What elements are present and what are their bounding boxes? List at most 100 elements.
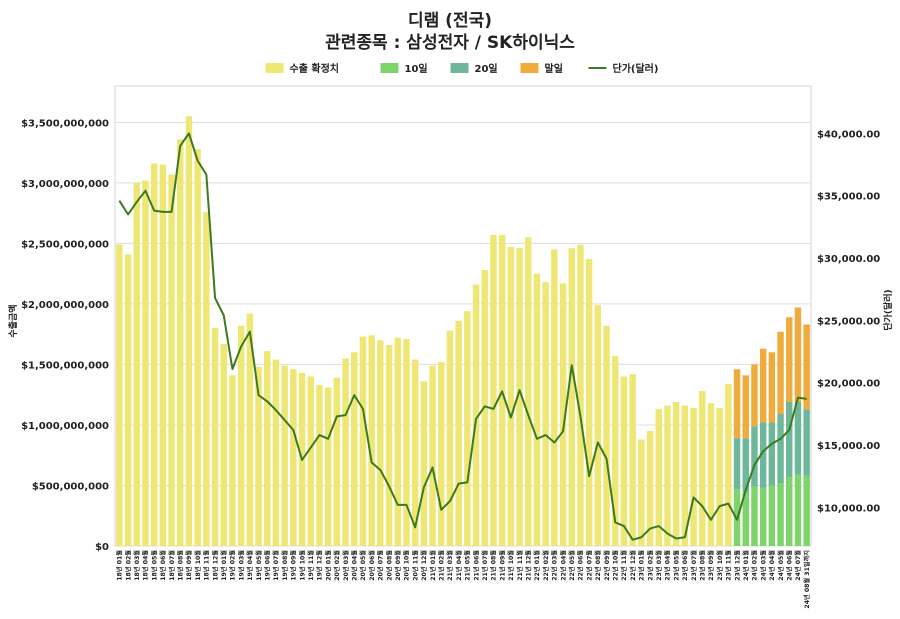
bar-10일-72: [742, 492, 749, 546]
plot-frame: [114, 85, 812, 547]
bar-수출 확정치-25: [333, 377, 341, 546]
x-tick-label: 20년 07월: [377, 550, 385, 581]
bar-수출 확정치-57: [612, 355, 619, 546]
bar-수출 확정치-3: [142, 180, 149, 546]
y2-axis-title: 단가(달러): [882, 289, 894, 330]
x-tick-label: 24년 01월: [742, 550, 750, 581]
bar-수출 확정치-10: [203, 211, 210, 547]
y-tick-label: $3,500,000,000: [21, 118, 109, 129]
x-tick-label: 19년 09월: [290, 550, 298, 581]
x-tick-label: 19년 06월: [263, 550, 271, 581]
bar-수출 확정치-22: [307, 376, 314, 546]
x-tick-label: 20년 12월: [420, 550, 428, 581]
bar-수출 확정치-5: [159, 164, 167, 546]
bar-말일-76: [777, 331, 784, 415]
x-tick-label: 18년 12월: [211, 550, 219, 581]
bar-수출 확정치-38: [446, 330, 454, 546]
legend-swatch: [265, 63, 284, 73]
bar-수출 확정치-0: [116, 244, 123, 546]
x-tick-label: 21년 01월: [429, 550, 437, 581]
x-tick-label: 18년 01월: [116, 550, 124, 581]
legend-swatch: [380, 63, 399, 73]
x-tick-label: 19년 03월: [237, 550, 245, 581]
y2-tick-label: $35,000.00: [817, 192, 880, 203]
bar-수출 확정치-48: [533, 273, 541, 546]
x-tick-label: 23년 06월: [681, 550, 689, 581]
x-tick-label: 20년 11월: [411, 550, 419, 581]
x-tick-label: 21년 10월: [507, 550, 515, 581]
x-tick-label: 23년 09월: [707, 550, 715, 581]
x-tick-label: 21년 02월: [437, 550, 445, 581]
price-line: [118, 132, 807, 541]
y-tick-label: $1,500,000,000: [21, 360, 109, 371]
legend-label: 단가(달러): [613, 62, 659, 75]
chart-title: 디램 (전국): [407, 11, 493, 31]
legend-label: 20일: [475, 62, 498, 75]
bar-수출 확정치-63: [664, 405, 671, 546]
y-tick-label: $0: [95, 542, 109, 553]
x-tick-label: 21년 09월: [498, 550, 506, 581]
bar-20일-77: [786, 401, 793, 477]
x-tick-label: 24년 08월 31일까지: [803, 550, 811, 609]
legend-label: 10일: [405, 62, 428, 75]
bar-수출 확정치-68: [707, 403, 715, 546]
bar-수출 확정치-36: [429, 365, 436, 546]
bar-수출 확정치-46: [516, 248, 523, 547]
x-tick-label: 23년 07월: [690, 550, 698, 581]
bar-수출 확정치-28: [359, 336, 367, 546]
bar-수출 확정치-52: [568, 248, 575, 547]
bar-수출 확정치-35: [420, 381, 428, 546]
bar-수출 확정치-2: [133, 182, 140, 546]
x-tick-label: 21년 08월: [490, 550, 498, 581]
x-tick-label: 24년 04월: [768, 550, 776, 581]
x-tick-label: 24년 05월: [777, 550, 785, 581]
x-tick-label: 20년 02월: [333, 550, 341, 581]
bar-수출 확정치-26: [342, 358, 349, 546]
x-tick-label: 18년 09월: [185, 550, 193, 581]
legend: 수출 확정치 10일 20일 말일 단가(달러): [265, 62, 659, 75]
bar-수출 확정치-14: [237, 325, 245, 546]
x-tick-label: 22년 08월: [594, 550, 602, 581]
x-tick-label: 19년 02월: [229, 550, 237, 581]
x-tick-label: 24년 06월: [785, 550, 793, 581]
bar-말일-75: [768, 352, 776, 423]
bar-수출 확정치-12: [220, 343, 227, 546]
x-tick-label: 18년 08월: [176, 550, 184, 581]
x-tick-label: 23년 02월: [646, 550, 654, 581]
x-tick-label: 22년 07월: [585, 550, 593, 581]
bar-수출 확정치-33: [403, 339, 410, 546]
x-tick-label: 24년 03월: [759, 550, 767, 581]
y2-tick-label: $40,000.00: [817, 129, 880, 140]
y-tick-label: $1,000,000,000: [21, 421, 109, 432]
x-tick-label: 21년 11월: [516, 550, 524, 581]
bar-수출 확정치-60: [638, 439, 645, 546]
x-tick-label: 22년 10월: [611, 550, 619, 581]
bar-20일-71: [733, 438, 741, 490]
bar-수출 확정치-43: [490, 234, 497, 547]
bar-수출 확정치-19: [281, 365, 288, 546]
bar-수출 확정치-27: [351, 352, 358, 546]
bar-20일-78: [794, 401, 802, 475]
x-tick-label: 23년 11월: [725, 550, 733, 581]
x-tick-label: 20년 08월: [385, 550, 393, 581]
bar-수출 확정치-6: [168, 174, 175, 547]
x-tick-label: 20년 05월: [359, 550, 367, 581]
x-tick-label: 19년 11월: [307, 550, 315, 581]
bar-수출 확정치-24: [324, 387, 332, 546]
x-tick-label: 20년 04월: [350, 550, 358, 581]
x-tick-label: 22년 03월: [551, 550, 559, 581]
bar-수출 확정치-56: [603, 325, 610, 546]
bar-말일-77: [786, 317, 793, 402]
bar-수출 확정치-9: [194, 148, 201, 546]
legend-label: 말일: [545, 62, 563, 75]
x-tick-label: 21년 06월: [472, 550, 480, 581]
x-tick-label: 22년 05월: [568, 550, 576, 581]
bars: [116, 116, 810, 547]
bar-10일-77: [786, 477, 793, 546]
legend-swatch: [450, 63, 469, 73]
axes: $0 $500,000,000 $1,000,000,000 $1,500,000,0…: [7, 118, 894, 608]
y2-tick-label: $10,000.00: [817, 503, 880, 514]
y2-tick-label: $15,000.00: [817, 441, 880, 452]
